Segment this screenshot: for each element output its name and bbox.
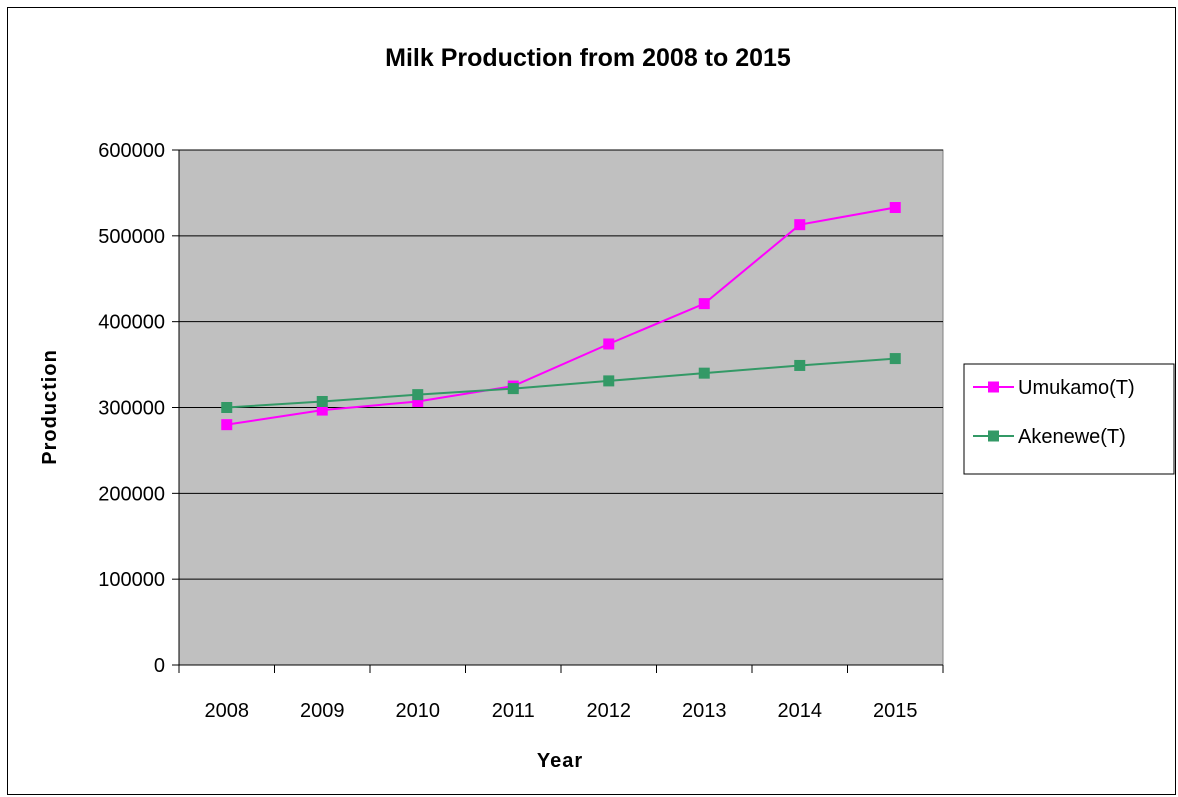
data-point — [698, 298, 710, 310]
data-point — [316, 395, 328, 407]
y-tick-label: 400000 — [98, 312, 165, 334]
legend-label: Umukamo(T) — [1018, 377, 1135, 399]
x-tick-label: 2012 — [587, 700, 632, 722]
x-axis-ticks: 2008 2009 2010 2011 2012 2013 2014 2015 — [178, 665, 944, 722]
x-tick-label: 2011 — [492, 700, 535, 722]
data-point — [412, 389, 424, 401]
y-tick-label: 200000 — [98, 483, 165, 505]
x-tick-label: 2014 — [778, 700, 823, 722]
chart-title: Milk Production from 2008 to 2015 — [385, 44, 791, 72]
data-point — [889, 202, 901, 214]
x-axis-title: Year — [537, 750, 583, 772]
series-layer — [221, 202, 901, 431]
x-tick-label: 2010 — [396, 700, 441, 722]
data-point — [221, 402, 233, 413]
legend-marker — [988, 381, 999, 393]
y-tick-label: 0 — [154, 655, 165, 677]
x-tick-label: 2015 — [873, 700, 918, 722]
legend-label: Akenewe(T) — [1018, 426, 1126, 448]
data-point — [794, 359, 806, 371]
series-line — [226, 206, 896, 426]
y-tick-label: 300000 — [98, 398, 165, 420]
legend-marker — [988, 430, 999, 442]
data-point — [603, 338, 615, 350]
legend: Umukamo(T) Akenewe(T) — [963, 363, 1175, 475]
series-line — [226, 357, 896, 409]
y-tick-label: 600000 — [98, 140, 165, 162]
x-tick-label: 2009 — [300, 700, 345, 722]
data-point — [603, 375, 615, 387]
y-tick-label: 500000 — [98, 226, 165, 248]
data-point — [698, 367, 710, 379]
x-tick-label: 2013 — [682, 700, 727, 722]
y-axis-ticks: 0 100000 200000 300000 400000 500000 600000 — [98, 140, 179, 677]
y-axis-title: Production — [39, 349, 61, 465]
data-point — [316, 404, 328, 416]
data-point — [412, 395, 424, 407]
gridlines — [179, 149, 943, 580]
data-point — [221, 419, 233, 431]
y-tick-label: 100000 — [98, 569, 165, 591]
data-point — [794, 219, 806, 231]
x-tick-label: 2008 — [205, 700, 250, 722]
data-point — [889, 353, 901, 365]
series-2 — [221, 353, 901, 413]
data-point — [507, 383, 519, 395]
